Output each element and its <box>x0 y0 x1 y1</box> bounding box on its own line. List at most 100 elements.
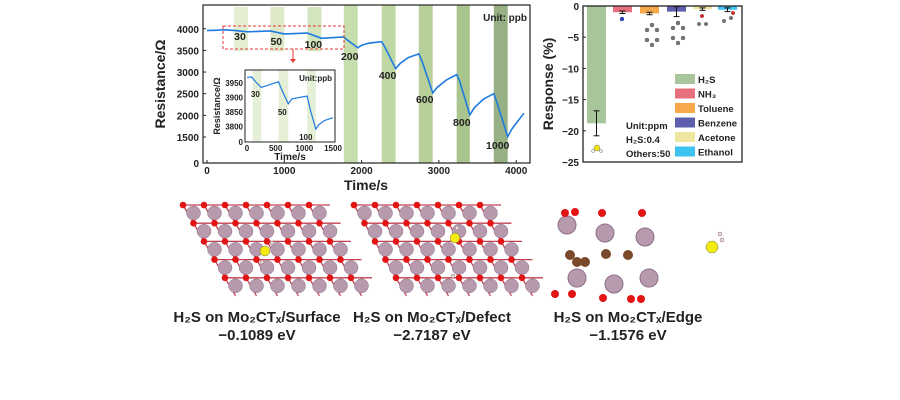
y-tick-label: 1500 <box>177 133 200 144</box>
inset-y-tick-label: 3800 <box>225 122 243 131</box>
mo-atom <box>462 278 477 294</box>
carbon-atom <box>704 22 709 27</box>
bar-note: Others:50 <box>626 149 670 160</box>
mo-atom <box>557 215 577 235</box>
o-atom <box>232 219 239 227</box>
inset-exposure-band <box>307 70 316 142</box>
legend-label: Benzene <box>698 119 737 130</box>
x-tick-label: 1000 <box>273 166 296 177</box>
o-atom <box>211 219 218 227</box>
benzene-carbon-icon <box>675 40 681 46</box>
mo-atom <box>357 205 372 221</box>
o-atom <box>361 219 368 227</box>
acetone-molecule-icon <box>697 22 702 27</box>
inset-y-axis-title: Resistance/Ω <box>212 77 222 134</box>
mo2ctx-surface-structure <box>179 201 372 297</box>
inset-concentration-label: 100 <box>299 133 313 142</box>
hydrogen-atom <box>269 240 275 246</box>
inset-concentration-label: 50 <box>278 108 287 117</box>
inset-frame <box>244 69 336 143</box>
inset-x-tick-label: 500 <box>269 144 283 153</box>
mo-atom <box>388 260 404 275</box>
o-atom <box>424 219 431 227</box>
o-atom <box>253 256 260 263</box>
o-atom <box>211 256 218 263</box>
exposure-band <box>456 5 470 163</box>
plot-frame <box>202 4 531 164</box>
inset-y-tick-label: 3950 <box>225 79 243 88</box>
mo-atom <box>367 223 383 239</box>
o-atom <box>455 274 463 282</box>
o-atom <box>445 256 452 263</box>
c-atom <box>623 250 633 260</box>
mo-atom <box>430 223 446 239</box>
structure-caption-edge: H₂S on Mo₂CTₓ/Edge −1.1576 eV <box>528 309 728 345</box>
o-atom <box>274 219 281 227</box>
unit-label: Unit: ppb <box>483 13 527 24</box>
o-atom <box>350 201 358 209</box>
inset-resistance-line <box>246 76 334 131</box>
structure-energy: −2.7187 eV <box>393 327 471 344</box>
concentration-label: 600 <box>416 94 434 106</box>
mo-atom <box>249 278 264 294</box>
mo-atom <box>604 274 624 294</box>
o-atom <box>434 201 442 209</box>
mo-atom <box>228 242 243 257</box>
mo-atom <box>635 227 655 247</box>
y-tick-label: 0 <box>193 159 199 170</box>
benzene-carbon-icon <box>680 25 686 31</box>
mo-atom <box>483 205 498 221</box>
bar-y-tick-label: −25 <box>562 158 579 169</box>
o-atom <box>568 290 576 298</box>
o-atom <box>476 238 484 245</box>
c-atom <box>572 257 582 267</box>
mo-atom <box>354 278 369 294</box>
legend-swatch <box>675 74 695 84</box>
concentration-label: 1000 <box>486 140 510 152</box>
mo-atom <box>493 260 509 275</box>
mo-atom <box>378 205 393 221</box>
mo-atom <box>217 260 233 275</box>
structure-energy: −1.1576 eV <box>589 327 667 344</box>
oxygen-atom <box>700 13 705 18</box>
o-atom <box>627 295 635 303</box>
o-atom <box>295 256 302 263</box>
mo-atom <box>196 223 212 239</box>
mo-atom <box>207 205 222 221</box>
benzene-carbon-icon <box>670 25 676 31</box>
hydrogen-atom <box>599 149 603 153</box>
mo2ctx-edge-structure <box>551 208 659 303</box>
mo-atom <box>270 205 285 221</box>
o-atom <box>200 238 208 245</box>
concentration-label: 400 <box>379 70 397 82</box>
c-atom <box>601 249 611 259</box>
o-atom <box>190 219 197 227</box>
legend-label: Acetone <box>698 133 735 144</box>
toluene-carbon-icon <box>649 22 655 28</box>
exposure-band <box>307 7 322 52</box>
zoom-arrow-head <box>290 59 296 63</box>
o-atom <box>371 201 379 209</box>
o-atom <box>284 201 292 209</box>
resistance-line <box>207 29 525 139</box>
mo-atom <box>207 242 222 257</box>
mo-atom <box>514 260 530 275</box>
inset-y-tick-label: 0 <box>239 138 244 147</box>
mo-atom <box>441 278 456 294</box>
legend-swatch <box>675 146 695 157</box>
o-atom <box>295 219 302 227</box>
h2s-molecule-icon <box>593 144 601 152</box>
o-atom <box>487 219 494 227</box>
o-atom <box>221 274 229 282</box>
mo-atom <box>420 278 435 294</box>
o-atom <box>487 256 494 263</box>
structure-title: H₂S on Mo₂CTₓ/Surface <box>173 309 341 326</box>
structure-caption-defect: H₂S on Mo₂CTₓ/Defect −2.7187 eV <box>332 309 532 345</box>
o-atom <box>551 290 559 298</box>
o-atom <box>284 274 292 282</box>
o-atom <box>326 274 334 282</box>
o-atom <box>305 201 313 209</box>
o-atom <box>316 219 323 227</box>
